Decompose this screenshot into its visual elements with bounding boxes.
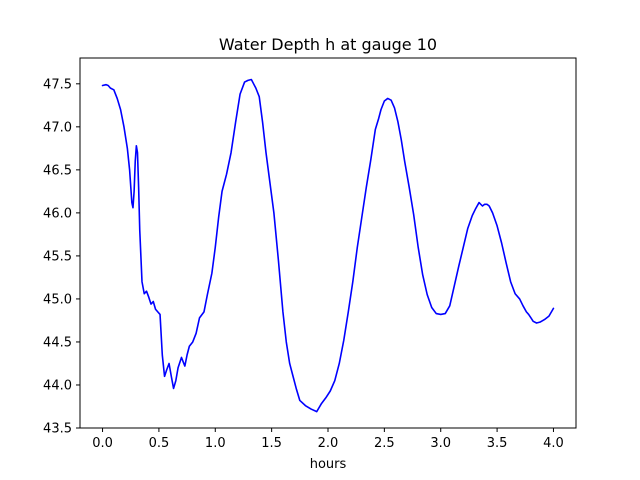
y-tick-label: 46.0 [43, 206, 72, 221]
x-tick-label: 0.0 [92, 436, 113, 451]
x-tick-label: 2.0 [318, 436, 339, 451]
y-tick-label: 45.0 [43, 292, 72, 307]
x-tick-label: 1.5 [261, 436, 282, 451]
y-tick-label: 44.5 [43, 335, 72, 350]
y-tick-label: 43.5 [43, 422, 72, 437]
y-axis: 43.5 44.0 44.5 45.0 45.5 46.0 46.5 47.0 47.5 [43, 77, 80, 437]
x-tick-label: 2.5 [374, 436, 395, 451]
x-axis-label: hours [310, 457, 347, 472]
x-tick-label: 3.5 [487, 436, 508, 451]
x-tick-label: 4.0 [543, 436, 564, 451]
chart-title: Water Depth h at gauge 10 [219, 35, 437, 54]
y-tick-label: 47.5 [43, 77, 72, 92]
y-tick-label: 46.5 [43, 163, 72, 178]
x-tick-label: 3.0 [430, 436, 451, 451]
x-tick-label: 1.0 [205, 436, 226, 451]
y-tick-label: 47.0 [43, 120, 72, 135]
x-axis: 0.0 0.5 1.0 1.5 2.0 2.5 3.0 3.5 4.0 [92, 428, 564, 451]
series-layer [101, 78, 555, 413]
y-tick-label: 44.0 [43, 378, 72, 393]
series-line-water-depth [101, 78, 555, 413]
x-tick-label: 0.5 [149, 436, 170, 451]
y-tick-label: 45.5 [43, 249, 72, 264]
